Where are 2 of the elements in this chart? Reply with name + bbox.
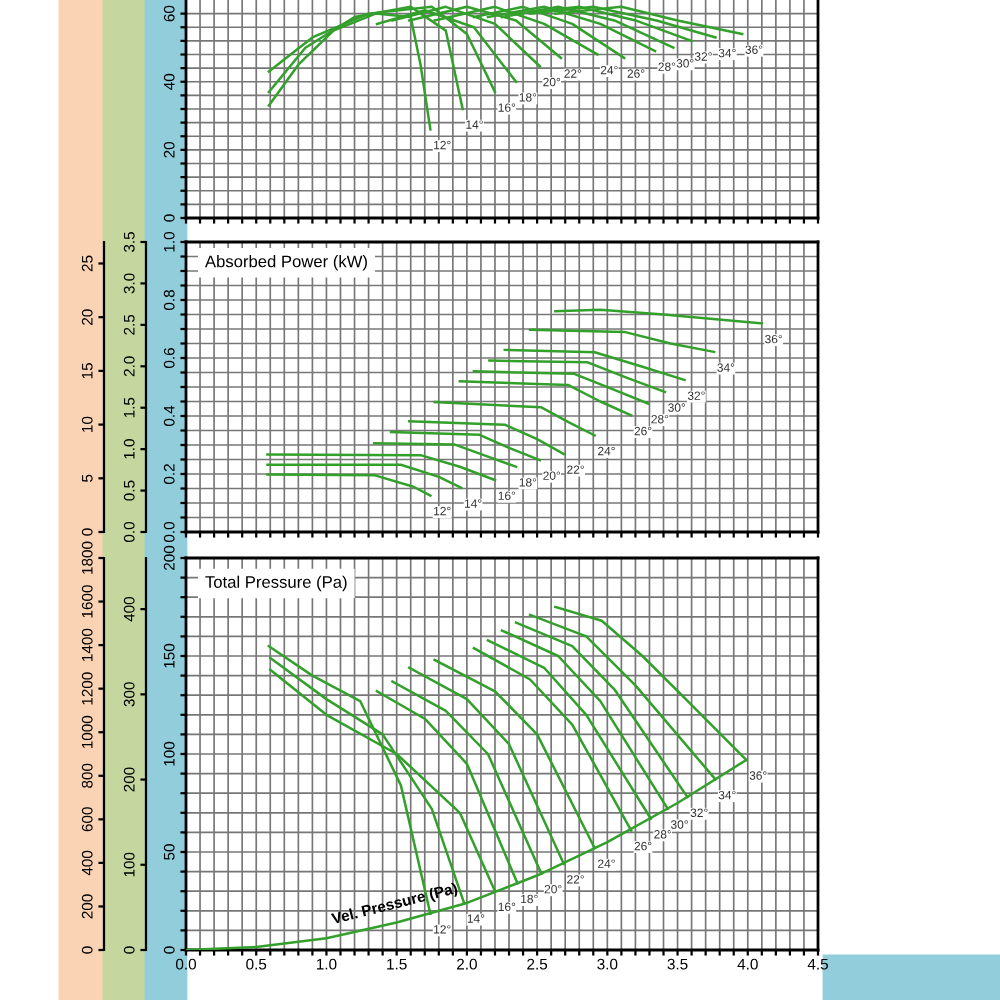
text: Absorbed Power (kW)	[204, 255, 367, 271]
text: Total Pressure (Pa)	[205, 575, 347, 592]
